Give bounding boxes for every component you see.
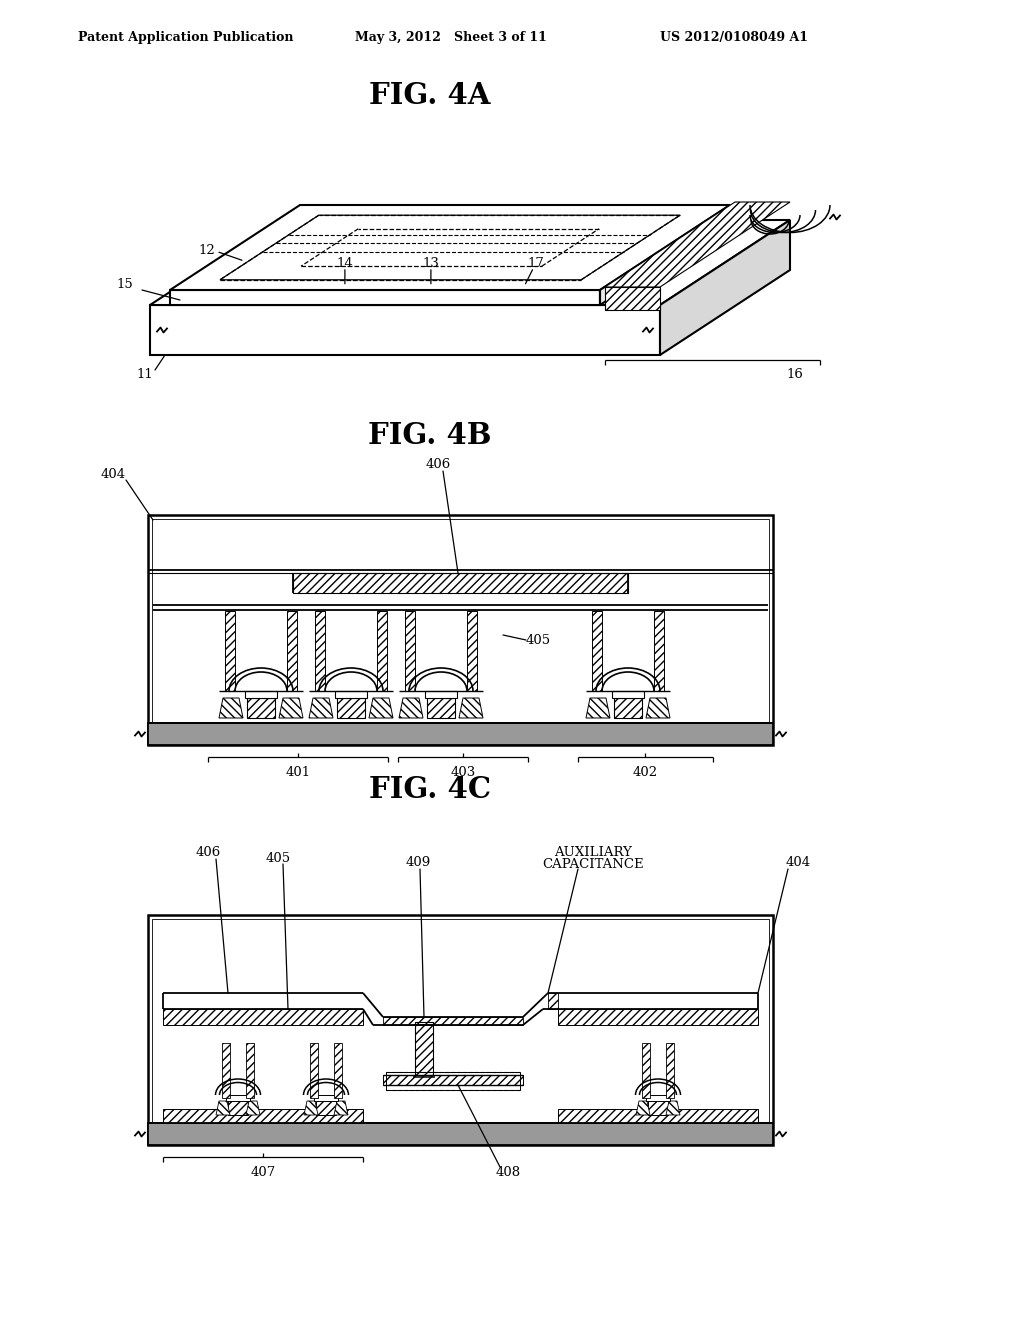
Text: FIG. 4B: FIG. 4B — [369, 421, 492, 450]
Text: 401: 401 — [286, 767, 310, 780]
Bar — [247, 698, 275, 718]
Polygon shape — [150, 220, 790, 305]
Bar — [163, 1109, 362, 1123]
Bar — [383, 1074, 523, 1085]
Bar — [310, 1043, 318, 1098]
Text: 11: 11 — [136, 368, 154, 381]
Bar — [152, 519, 769, 741]
Polygon shape — [170, 290, 600, 305]
Bar — [314, 1096, 338, 1101]
Text: 13: 13 — [423, 257, 439, 271]
Text: 14: 14 — [337, 257, 353, 271]
Bar — [377, 611, 387, 690]
Polygon shape — [369, 698, 393, 718]
Bar — [642, 1043, 650, 1098]
Polygon shape — [304, 1101, 318, 1115]
Bar — [548, 993, 558, 1008]
Text: AUXILIARY: AUXILIARY — [554, 846, 632, 859]
Bar — [315, 611, 325, 690]
Bar — [467, 611, 477, 690]
Polygon shape — [150, 305, 660, 355]
Bar — [654, 611, 664, 690]
Polygon shape — [605, 286, 660, 310]
Bar — [334, 1043, 342, 1098]
Bar — [228, 1101, 248, 1115]
Text: May 3, 2012   Sheet 3 of 11: May 3, 2012 Sheet 3 of 11 — [355, 30, 547, 44]
Polygon shape — [660, 220, 790, 355]
Text: US 2012/0108049 A1: US 2012/0108049 A1 — [660, 30, 808, 44]
Bar — [383, 1016, 523, 1026]
Text: 407: 407 — [251, 1167, 275, 1180]
Text: FIG. 4C: FIG. 4C — [369, 776, 490, 804]
Polygon shape — [600, 205, 730, 305]
Text: 408: 408 — [496, 1167, 520, 1180]
Bar — [427, 698, 455, 718]
Text: 12: 12 — [199, 244, 215, 257]
Bar — [386, 1072, 520, 1090]
Bar — [287, 611, 297, 690]
Polygon shape — [399, 698, 423, 718]
Bar — [612, 690, 644, 698]
Bar — [335, 690, 367, 698]
Polygon shape — [170, 205, 730, 290]
Bar — [646, 1096, 670, 1101]
Bar — [558, 1109, 758, 1123]
Bar — [425, 690, 457, 698]
Polygon shape — [219, 698, 243, 718]
Bar — [163, 1008, 362, 1026]
Bar — [222, 1043, 230, 1098]
Polygon shape — [334, 1101, 348, 1115]
Bar — [592, 611, 602, 690]
Bar — [148, 515, 773, 744]
Bar — [148, 1123, 773, 1144]
Text: 17: 17 — [527, 257, 544, 271]
Polygon shape — [216, 1101, 230, 1115]
Text: 15: 15 — [117, 279, 133, 292]
Bar — [614, 698, 642, 718]
Text: 16: 16 — [786, 368, 804, 381]
Text: FIG. 4A: FIG. 4A — [370, 81, 490, 110]
Text: CAPACITANCE: CAPACITANCE — [542, 858, 644, 871]
Bar — [225, 611, 234, 690]
Text: 405: 405 — [525, 634, 551, 647]
Polygon shape — [666, 1101, 680, 1115]
Polygon shape — [636, 1101, 650, 1115]
Bar — [246, 1043, 254, 1098]
Polygon shape — [279, 698, 303, 718]
Text: Patent Application Publication: Patent Application Publication — [78, 30, 294, 44]
Text: 409: 409 — [406, 857, 431, 870]
Bar — [226, 1096, 250, 1101]
Bar — [337, 698, 365, 718]
Polygon shape — [459, 698, 483, 718]
Text: 405: 405 — [265, 851, 291, 865]
Polygon shape — [309, 698, 333, 718]
Text: 406: 406 — [196, 846, 220, 859]
Bar — [245, 690, 278, 698]
Bar — [415, 1022, 433, 1077]
Bar — [148, 915, 773, 1144]
Text: 404: 404 — [100, 469, 126, 482]
Text: 404: 404 — [785, 857, 811, 870]
Text: 403: 403 — [451, 767, 475, 780]
Bar — [558, 1008, 758, 1026]
Bar — [648, 1101, 668, 1115]
Text: 402: 402 — [633, 767, 658, 780]
Bar — [406, 611, 415, 690]
Bar — [666, 1043, 674, 1098]
Bar — [293, 573, 628, 593]
Polygon shape — [586, 698, 610, 718]
Bar — [148, 723, 773, 744]
Polygon shape — [646, 698, 670, 718]
Bar — [316, 1101, 336, 1115]
Bar — [152, 919, 769, 1140]
Text: 406: 406 — [425, 458, 451, 471]
Polygon shape — [605, 202, 790, 286]
Polygon shape — [246, 1101, 260, 1115]
